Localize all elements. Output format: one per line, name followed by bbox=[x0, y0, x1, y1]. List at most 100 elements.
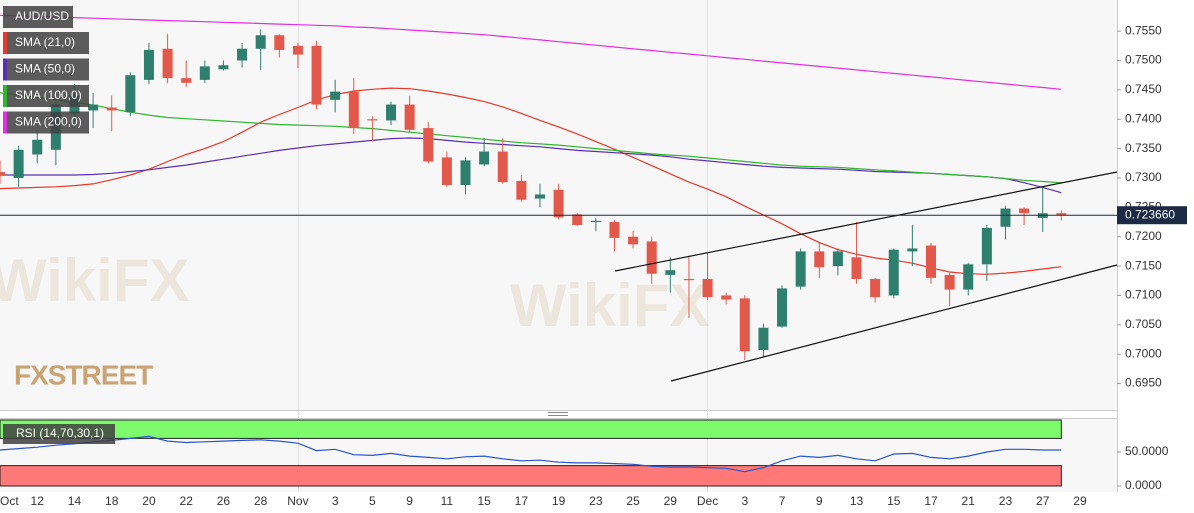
candle-body bbox=[292, 45, 303, 55]
candle-body bbox=[218, 65, 229, 70]
y-tick-label: 0.7150 bbox=[1125, 258, 1162, 272]
x-tick-label: 12 bbox=[31, 494, 45, 508]
candle-body bbox=[888, 249, 899, 296]
watermarks: WikiFX WikiFX bbox=[0, 247, 709, 339]
x-tick-label: 23 bbox=[589, 494, 603, 508]
candle-body bbox=[572, 214, 583, 225]
legend-label: SMA (21,0) bbox=[15, 35, 75, 49]
x-tick-label: 13 bbox=[850, 494, 864, 508]
logo: FXSTREET bbox=[14, 359, 153, 390]
candle-body bbox=[870, 279, 881, 298]
candle-body bbox=[646, 241, 657, 274]
candle-body bbox=[162, 48, 173, 79]
legend-box bbox=[3, 58, 89, 81]
x-tick-label: 22 bbox=[180, 494, 194, 508]
legend-box bbox=[3, 111, 89, 134]
watermark: WikiFX bbox=[510, 272, 709, 339]
legend-swatch bbox=[3, 58, 7, 81]
legend-box bbox=[3, 6, 73, 28]
candle-body bbox=[534, 194, 545, 199]
sma-line bbox=[0, 92, 1062, 184]
last-price-box bbox=[1117, 206, 1187, 225]
legend-label: SMA (200,0) bbox=[15, 115, 82, 129]
candle-body bbox=[125, 75, 136, 113]
y-tick-label: 0.7050 bbox=[1125, 317, 1162, 331]
sma-line bbox=[0, 137, 1062, 194]
candle-body bbox=[907, 248, 918, 252]
candle-body bbox=[460, 160, 471, 186]
x-tick-label: 3 bbox=[332, 494, 339, 508]
x-tick-label: 29 bbox=[664, 494, 678, 508]
candle-body bbox=[665, 270, 676, 275]
x-tick-label: 19 bbox=[552, 494, 566, 508]
candle-body bbox=[926, 245, 936, 278]
candle-body bbox=[628, 236, 639, 245]
candle-body bbox=[944, 274, 955, 290]
x-tick-label: 7 bbox=[779, 494, 786, 508]
candle-body bbox=[739, 298, 750, 352]
legend-swatch bbox=[3, 85, 7, 107]
y-tick-label: 0.7200 bbox=[1125, 229, 1162, 243]
y-tick-label: 0.0000 bbox=[1125, 478, 1162, 492]
x-tick-label: 15 bbox=[887, 494, 901, 508]
x-tick-label: 18 bbox=[105, 494, 119, 508]
y-tick-label: 50.0000 bbox=[1125, 444, 1169, 458]
candle-body bbox=[553, 189, 564, 218]
candle-body bbox=[311, 45, 322, 105]
candle-body bbox=[181, 78, 192, 83]
candle-body bbox=[795, 251, 806, 287]
candle-body bbox=[441, 157, 452, 186]
candle-body bbox=[404, 104, 415, 130]
x-tick-label: 15 bbox=[477, 494, 491, 508]
candle-body bbox=[832, 251, 843, 267]
x-tick-label: 14 bbox=[68, 494, 82, 508]
y-tick-label: 0.7350 bbox=[1125, 141, 1162, 155]
candle-body bbox=[683, 279, 694, 281]
candle-body bbox=[590, 220, 601, 223]
candle-body bbox=[255, 35, 266, 49]
x-tick-label: 29 bbox=[1073, 494, 1087, 508]
rsi-legend-box bbox=[3, 424, 115, 444]
legend-label: AUD/USD bbox=[15, 9, 69, 23]
legend-label: SMA (100,0) bbox=[15, 88, 82, 102]
y-tick-label: 0.7400 bbox=[1125, 111, 1162, 125]
candle-body bbox=[777, 288, 788, 327]
candle-body bbox=[814, 251, 825, 268]
x-tick-label: 26 bbox=[217, 494, 231, 508]
y-tick-label: 0.7450 bbox=[1125, 82, 1162, 96]
x-tick-label: Dec bbox=[697, 494, 718, 508]
candle-body bbox=[702, 279, 713, 298]
y-tick-label: 0.7100 bbox=[1125, 288, 1162, 302]
x-tick-label: 5 bbox=[369, 494, 376, 508]
x-tick-label: 20 bbox=[142, 494, 156, 508]
candle-body bbox=[1056, 213, 1067, 215]
watermark: WikiFX bbox=[0, 247, 189, 314]
y-tick-label: 0.6950 bbox=[1125, 376, 1162, 390]
legend-swatch bbox=[3, 111, 7, 134]
sma-line bbox=[0, 14, 1062, 90]
candle-body bbox=[237, 48, 248, 61]
candle-body bbox=[330, 91, 341, 100]
candle-body bbox=[274, 35, 285, 50]
rsi-line bbox=[0, 435, 1062, 473]
candle-body bbox=[0, 172, 5, 176]
trend-line bbox=[614, 171, 1118, 272]
candle-body bbox=[721, 295, 732, 300]
x-tick-label: 9 bbox=[816, 494, 823, 508]
x-tick-label: 9 bbox=[406, 494, 413, 508]
legend-label: SMA (50,0) bbox=[15, 62, 75, 76]
y-tick-label: 0.7000 bbox=[1125, 346, 1162, 360]
x-tick-label: 3 bbox=[741, 494, 748, 508]
plot-area bbox=[0, 14, 1067, 487]
x-tick-label: Oct bbox=[0, 494, 19, 508]
candle-body bbox=[963, 264, 974, 290]
x-tick-label: 17 bbox=[515, 494, 529, 508]
trend-line bbox=[670, 264, 1118, 382]
candle-body bbox=[609, 222, 620, 238]
rsi-legend-label: RSI (14,70,30,1) bbox=[16, 426, 104, 440]
candle-body bbox=[423, 128, 434, 162]
x-tick-label: Nov bbox=[287, 494, 308, 508]
x-tick-label: 25 bbox=[626, 494, 640, 508]
legend: AUD/USD SMA (21,0) SMA (50,0) SMA (100,0) SM… bbox=[3, 6, 89, 134]
candle-body bbox=[1019, 208, 1030, 214]
